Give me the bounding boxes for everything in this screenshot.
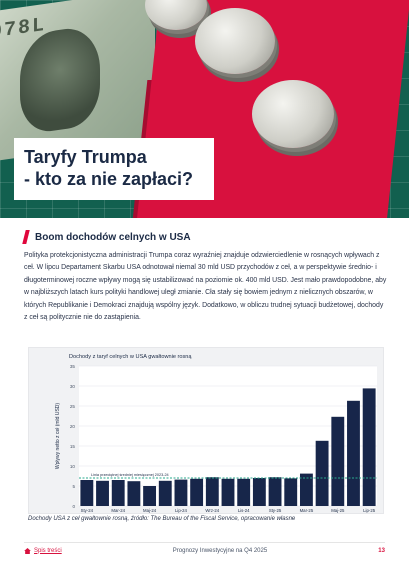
hero-image: 078L xyxy=(0,0,409,218)
title-line-2: - kto za nie zapłaci? xyxy=(24,169,194,189)
coin-3 xyxy=(252,80,334,148)
bar xyxy=(268,477,282,506)
bar xyxy=(299,473,313,506)
x-tick-label: Mar-24 xyxy=(111,508,125,513)
toc-link-label[interactable]: Spis treści xyxy=(34,547,62,554)
section-heading: Boom dochodów celnych w USA xyxy=(22,229,191,245)
bar-chart: Dochody z taryf celnych w USA gwałtownie… xyxy=(55,354,377,513)
bar xyxy=(331,416,345,506)
x-tick-label: Sty-25 xyxy=(269,508,282,513)
y-axis-label: Wpływy netto z ceł (mld USD) xyxy=(55,403,61,469)
x-tick-label: Maj-25 xyxy=(331,508,345,513)
bar xyxy=(96,480,109,506)
bar xyxy=(347,400,360,506)
bar xyxy=(127,481,141,506)
y-tick-label: 10 xyxy=(70,464,76,469)
y-tick-label: 0 xyxy=(72,504,75,509)
reference-line-label: Linia przeciętnej średniej miesięcznej 2… xyxy=(91,473,169,477)
x-tick-label: Sty-24 xyxy=(81,508,94,513)
coin-2 xyxy=(195,8,275,74)
toc-link[interactable]: Spis treści xyxy=(24,547,62,554)
section-accent-bar xyxy=(22,230,30,244)
bar xyxy=(221,478,235,506)
x-tick-label: Wrz-24 xyxy=(205,508,219,513)
page-footer: Spis treści Prognozy Inwestycyjne na Q4 … xyxy=(24,542,385,554)
y-tick-label: 5 xyxy=(72,484,75,489)
x-tick-label: Lis-24 xyxy=(238,508,250,513)
chart-container: Dochody z taryf celnych w USA gwałtownie… xyxy=(28,347,384,514)
bar xyxy=(237,478,251,506)
bar xyxy=(362,388,376,506)
bill-portrait xyxy=(20,24,100,136)
y-tick-label: 30 xyxy=(70,384,76,389)
title-line-1: Taryfy Trumpa xyxy=(24,147,147,167)
page-number: 13 xyxy=(378,547,385,554)
x-tick-label: Lip-25 xyxy=(363,508,376,513)
x-tick-label: Mar-25 xyxy=(300,508,314,513)
chart-title: Dochody z taryf celnych w USA gwałtownie… xyxy=(69,354,192,360)
home-icon xyxy=(24,547,31,554)
y-tick-label: 35 xyxy=(70,364,76,369)
bar xyxy=(284,478,298,506)
body-paragraph: Polityka protekcjonistyczna administracj… xyxy=(24,252,387,322)
bar xyxy=(190,478,204,506)
bar xyxy=(158,480,172,506)
y-tick-label: 25 xyxy=(70,404,76,409)
article-title: Taryfy Trumpa - kto za nie zapłaci? xyxy=(14,138,214,200)
y-tick-label: 20 xyxy=(70,424,76,429)
bar xyxy=(111,480,125,506)
footer-publication: Prognozy Inwestycyjne na Q4 2025 xyxy=(172,547,268,554)
bar xyxy=(174,479,188,506)
chart-caption: Dochody USA z ceł gwałtownie rosną, źród… xyxy=(28,516,296,522)
y-tick-label: 15 xyxy=(70,444,76,449)
bar xyxy=(315,440,329,506)
x-tick-label: Maj-24 xyxy=(143,508,157,513)
section-heading-text: Boom dochodów celnych w USA xyxy=(35,231,191,243)
bar xyxy=(143,486,157,506)
bar xyxy=(80,480,94,506)
x-tick-label: Lip-24 xyxy=(175,508,188,513)
bar xyxy=(252,478,266,506)
bar xyxy=(205,477,219,506)
